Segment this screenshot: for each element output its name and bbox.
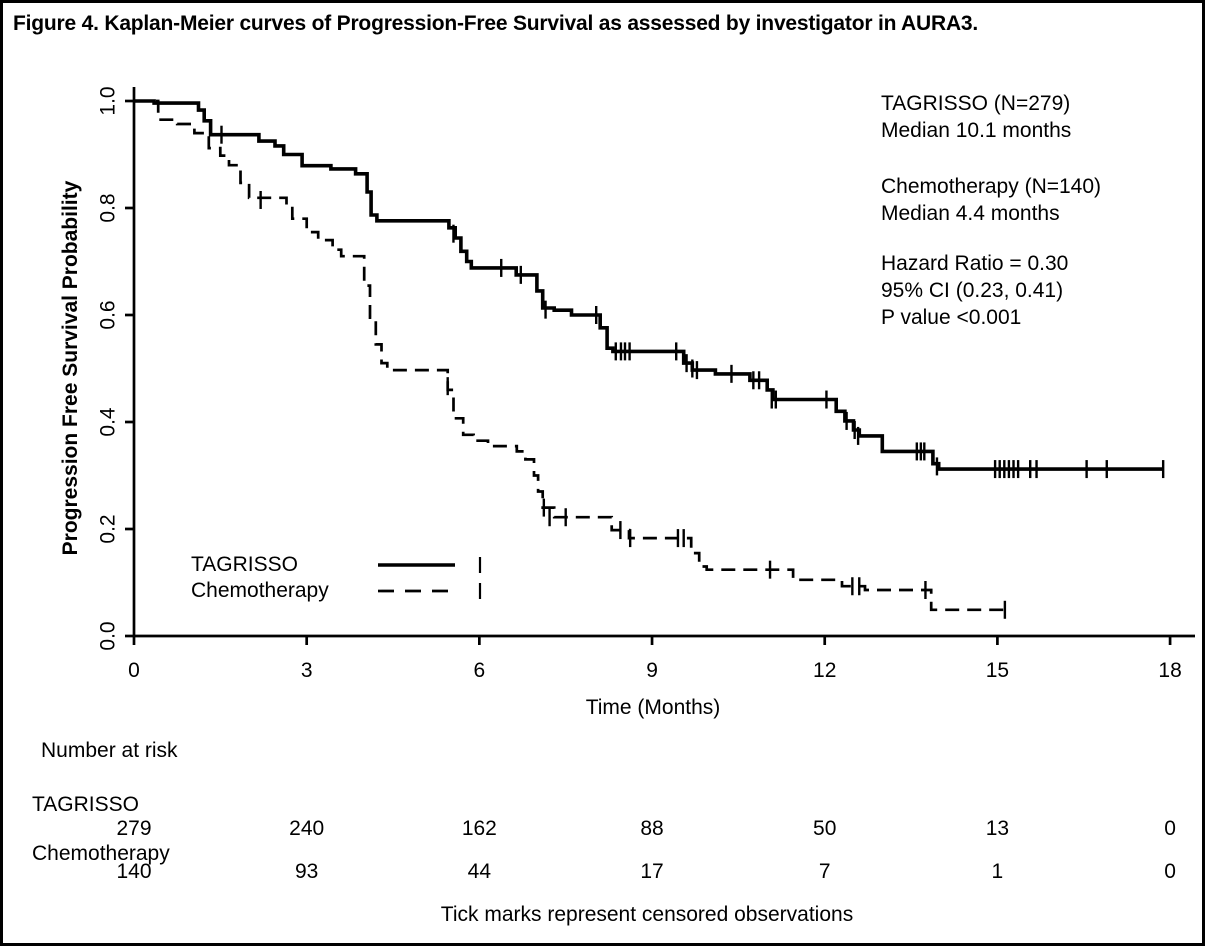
figure-title: Figure 4. Kaplan-Meier curves of Progres… [13,12,979,35]
risk-count: 0 [1164,817,1176,840]
censor-footnote: Tick marks represent censored observatio… [440,903,854,926]
x-tick-label: 18 [1158,659,1181,682]
annotation-tagrisso-n: TAGRISSO (N=279) [881,92,1071,115]
y-tick-label: 0.0 [97,621,120,650]
risk-count: 1 [991,860,1004,883]
y-tick-label: 0.4 [97,407,120,437]
x-tick-label: 15 [986,659,1009,682]
risk-count: 93 [294,860,319,883]
risk-count: 0 [1164,860,1176,883]
risk-count: 13 [985,817,1010,840]
annotation-chemo-median: Median 4.4 months [881,202,1060,225]
annotation-tagrisso-median: Median 10.1 months [881,119,1072,142]
y-axis-title: Progression Free Survival Probability [59,180,82,556]
y-tick-label: 0.8 [97,193,120,222]
y-tick-label: 0.2 [97,514,120,543]
km-plot: 0 3 6 9 12 15 18 0.0 0.2 0.4 0.6 0.8 1.0 [97,86,1195,682]
tagrisso-curve [134,99,1164,471]
annotation-hazard-ratio: Hazard Ratio = 0.30 [881,252,1069,275]
y-tick-label: 1.0 [97,86,120,115]
risk-count: 17 [640,860,664,883]
risk-table-header: Number at risk [41,739,178,762]
x-tick-label: 3 [301,659,313,682]
x-tick-label: 0 [128,659,140,682]
x-tick-label: 6 [474,659,486,682]
x-tick-label: 9 [646,659,658,682]
risk-row-label-tagrisso: TAGRISSO [32,793,139,816]
annotation-chemo-n: Chemotherapy (N=140) [881,175,1102,198]
x-axis-title: Time (Months) [585,696,721,719]
risk-count: 162 [461,817,497,840]
annotation-confidence-interval: 95% CI (0.23, 0.41) [881,279,1064,302]
annotation-p-value: P value <0.001 [881,306,1022,329]
legend-label-chemotherapy: Chemotherapy [191,579,329,602]
y-tick-label: 0.6 [97,300,120,329]
risk-count: 44 [467,860,492,883]
risk-count: 279 [116,817,152,840]
risk-count: 140 [116,860,152,883]
risk-count: 50 [813,817,837,840]
risk-count: 88 [640,817,664,840]
chemotherapy-curve [134,99,1009,612]
legend-label-tagrisso: TAGRISSO [191,553,298,576]
risk-count: 7 [818,860,831,883]
x-tick-label: 12 [813,659,836,682]
risk-row-label-chemotherapy: Chemotherapy [32,842,170,865]
risk-count: 240 [289,817,325,840]
